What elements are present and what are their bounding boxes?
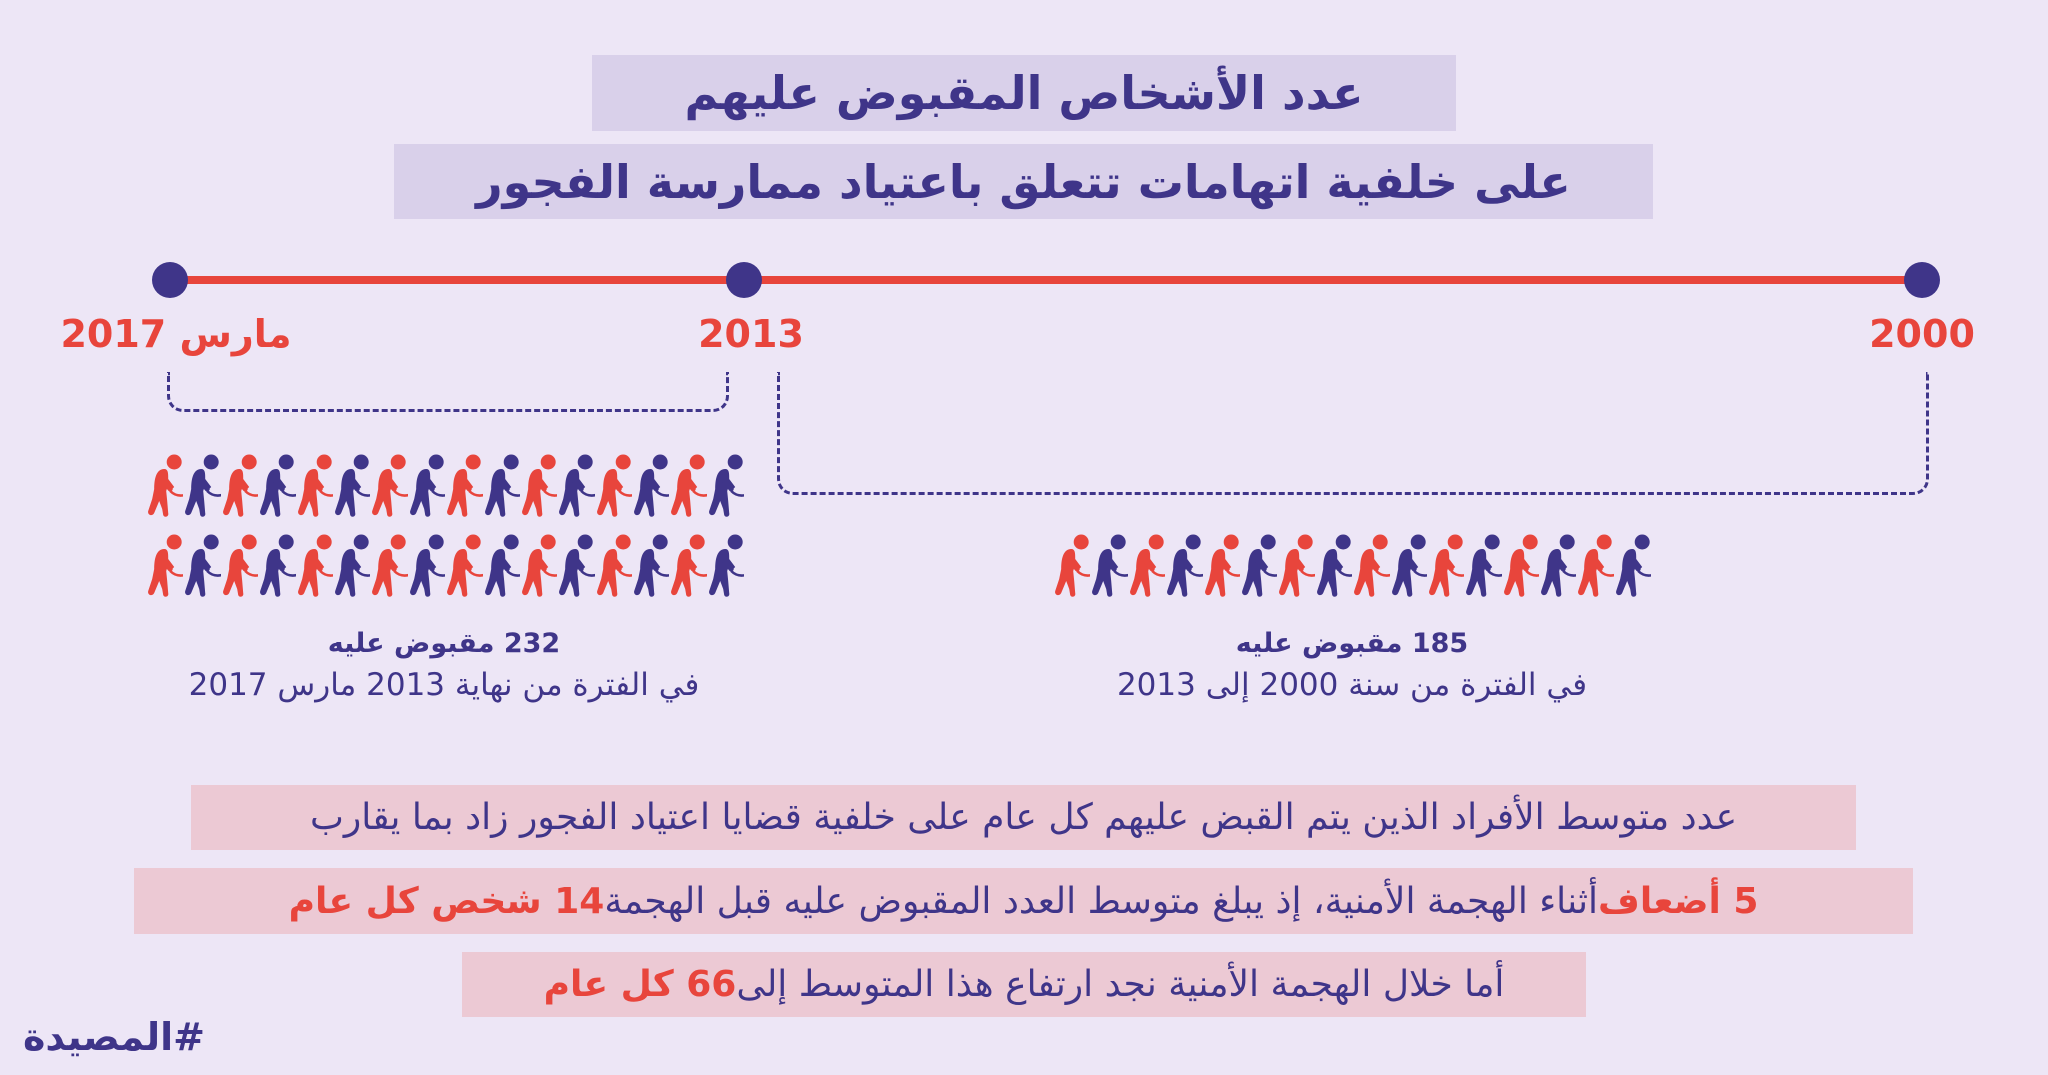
handcuffed-person-icon	[521, 534, 558, 597]
handcuffed-person-icon	[1129, 534, 1166, 597]
handcuffed-person-icon	[671, 454, 707, 517]
handcuffed-person-icon	[148, 454, 184, 517]
handcuffed-person-icon	[1428, 534, 1465, 597]
handcuffed-person-icon	[1391, 534, 1427, 597]
timeline-label-2017: مارس 2017	[60, 312, 292, 356]
handcuffed-person-icon	[1279, 534, 1315, 597]
handcuffed-person-icon	[634, 454, 670, 517]
handcuffed-person-icon	[1242, 534, 1278, 597]
caption-2000-2013: 185 مقبوض عليه في الفترة من سنة 2000 إلى…	[1117, 628, 1587, 703]
people-row	[146, 533, 745, 599]
handcuffed-person-icon	[1578, 534, 1614, 597]
handcuffed-person-icon	[708, 454, 745, 517]
handcuffed-person-icon	[1503, 534, 1540, 597]
handcuffed-person-icon	[1541, 534, 1577, 597]
handcuffed-person-icon	[372, 534, 408, 597]
caption-2013-2017: 232 مقبوض عليه في الفترة من نهاية 2013 م…	[189, 628, 700, 703]
timeline-line	[170, 276, 1922, 284]
handcuffed-person-icon	[671, 534, 707, 597]
handcuffed-person-icon	[222, 454, 259, 517]
handcuffed-person-icon	[409, 454, 446, 517]
people-group-2000-2013	[1053, 533, 1652, 613]
timeline-label-2000: 2000	[1869, 312, 1975, 356]
summary-line-1: عدد متوسط الأفراد الذين يتم القبض عليهم …	[191, 785, 1856, 850]
handcuffed-person-icon	[260, 454, 296, 517]
people-row	[146, 453, 745, 519]
handcuffed-person-icon	[335, 454, 371, 517]
handcuffed-person-icon	[297, 454, 333, 517]
title-line-2: على خلفية اتهامات تتعلق باعتياد ممارسة ا…	[394, 144, 1653, 219]
summary-line-2: 5 أضعاف أثناء الهجمة الأمنية، إذ يبلغ مت…	[134, 868, 1913, 934]
count-label: 185 مقبوض عليه	[1235, 628, 1469, 659]
handcuffed-person-icon	[260, 534, 296, 597]
count-label: 232 مقبوض عليه	[327, 628, 561, 659]
handcuffed-person-icon	[1354, 534, 1390, 597]
handcuffed-person-icon	[185, 534, 221, 597]
highlight-66-per-year: 66 كل عام	[543, 964, 737, 1005]
handcuffed-person-icon	[372, 454, 408, 517]
handcuffed-person-icon	[1167, 534, 1203, 597]
handcuffed-person-icon	[409, 534, 446, 597]
hashtag-logo: #المصيدة	[23, 1015, 205, 1059]
handcuffed-person-icon	[559, 454, 595, 517]
timeline-dot-2017	[152, 262, 188, 298]
highlight-5-times: 5 أضعاف	[1598, 880, 1759, 922]
handcuffed-person-icon	[222, 534, 259, 597]
handcuffed-person-icon	[335, 534, 371, 597]
summary-text: عدد متوسط الأفراد الذين يتم القبض عليهم …	[309, 797, 1738, 838]
summary-text: أما خلال الهجمة الأمنية نجد ارتفاع هذا ا…	[736, 964, 1505, 1005]
title-line-1: عدد الأشخاص المقبوض عليهم	[592, 55, 1456, 131]
handcuffed-person-icon	[1466, 534, 1502, 597]
people-group-2013-2017	[146, 453, 745, 613]
handcuffed-person-icon	[447, 454, 483, 517]
handcuffed-person-icon	[634, 534, 670, 597]
bracket-2013-2017	[167, 372, 729, 412]
handcuffed-person-icon	[447, 534, 483, 597]
handcuffed-person-icon	[1204, 534, 1240, 597]
timeline-dot-2000	[1904, 262, 1940, 298]
handcuffed-person-icon	[1316, 534, 1353, 597]
highlight-14-per-year: 14 شخص كل عام	[288, 880, 605, 922]
bracket-2000-2013	[777, 372, 1929, 495]
people-row	[1053, 533, 1652, 599]
handcuffed-person-icon	[596, 534, 633, 597]
period-description: في الفترة من سنة 2000 إلى 2013	[1116, 667, 1588, 703]
summary-text: أثناء الهجمة الأمنية، إذ يبلغ متوسط العد…	[604, 880, 1599, 922]
handcuffed-person-icon	[1615, 534, 1652, 597]
handcuffed-person-icon	[484, 534, 520, 597]
period-description: في الفترة من نهاية 2013 مارس 2017	[188, 667, 700, 703]
handcuffed-person-icon	[521, 454, 558, 517]
handcuffed-person-icon	[596, 454, 633, 517]
handcuffed-person-icon	[1055, 534, 1091, 597]
handcuffed-person-icon	[1092, 534, 1128, 597]
timeline-label-2013: 2013	[698, 312, 804, 356]
handcuffed-person-icon	[185, 454, 221, 517]
timeline-dot-2013	[726, 262, 762, 298]
handcuffed-person-icon	[708, 534, 745, 597]
handcuffed-person-icon	[148, 534, 184, 597]
handcuffed-person-icon	[297, 534, 333, 597]
handcuffed-person-icon	[559, 534, 595, 597]
summary-line-3: أما خلال الهجمة الأمنية نجد ارتفاع هذا ا…	[462, 952, 1586, 1017]
handcuffed-person-icon	[484, 454, 520, 517]
